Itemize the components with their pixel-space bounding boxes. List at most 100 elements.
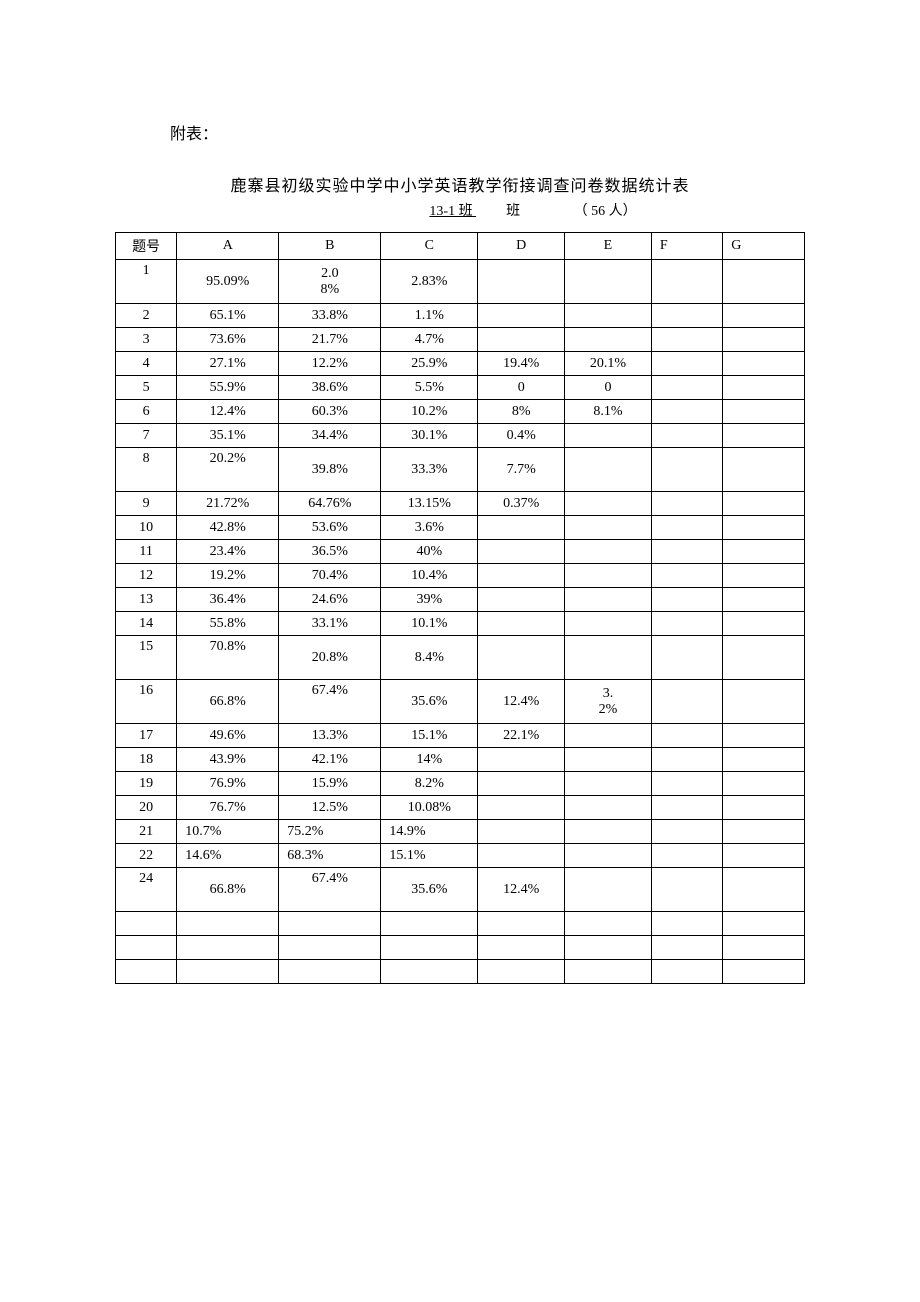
table-cell-a: 66.8% [177,868,279,912]
table-cell-e [565,588,652,612]
table-cell-d: 22.1% [478,724,565,748]
table-cell-e [565,492,652,516]
table-cell-q: 15 [116,636,177,680]
table-cell-b: 67.4% [279,680,381,724]
col-header-question: 题号 [116,233,177,260]
table-cell-e [565,612,652,636]
table-cell-c: 39% [381,588,478,612]
table-cell-c: 15.1% [381,724,478,748]
table-cell-g [723,844,805,868]
table-cell-e [565,868,652,912]
class-name: 13-1 班 [423,204,482,219]
table-cell-g [723,912,805,936]
table-cell-b: 42.1% [279,748,381,772]
table-cell-f [651,724,722,748]
table-cell-c: 10.4% [381,564,478,588]
table-cell-e [565,772,652,796]
table-cell-d [478,960,565,984]
table-cell-d [478,772,565,796]
table-cell-g [723,680,805,724]
table-row [116,912,805,936]
table-cell-g [723,868,805,912]
table-cell-b: 68.3% [279,844,381,868]
table-cell-q: 19 [116,772,177,796]
table-row: 1042.8%53.6%3.6% [116,516,805,540]
table-cell-q: 1 [116,260,177,304]
table-row: 2110.7%75.2%14.9% [116,820,805,844]
table-cell-q: 11 [116,540,177,564]
table-cell-g [723,352,805,376]
table-cell-f [651,820,722,844]
table-cell-d: 19.4% [478,352,565,376]
table-cell-g [723,748,805,772]
table-cell-c: 8.4% [381,636,478,680]
table-cell-a [177,936,279,960]
table-cell-f [651,912,722,936]
table-cell-c: 1.1% [381,304,478,328]
document-title: 鹿寨县初级实验中学中小学英语教学衔接调查问卷数据统计表 [115,172,805,196]
table-row: 1666.8%67.4%35.6%12.4%3.2% [116,680,805,724]
table-row [116,936,805,960]
table-row: 921.72%64.76%13.15%0.37% [116,492,805,516]
table-cell-q: 20 [116,796,177,820]
table-cell-c: 4.7% [381,328,478,352]
table-cell-a: 21.72% [177,492,279,516]
table-cell-b: 38.6% [279,376,381,400]
table-cell-f [651,540,722,564]
table-row: 735.1%34.4%30.1%0.4% [116,424,805,448]
table-cell-a: 27.1% [177,352,279,376]
table-cell-e [565,936,652,960]
table-cell-f [651,796,722,820]
col-header-d: D [478,233,565,260]
table-cell-b: 12.2% [279,352,381,376]
table-cell-g [723,448,805,492]
table-cell-b: 64.76% [279,492,381,516]
table-cell-e [565,912,652,936]
table-cell-e [565,844,652,868]
table-cell-f [651,260,722,304]
table-cell-a: 12.4% [177,400,279,424]
col-header-c: C [381,233,478,260]
table-cell-a: 42.8% [177,516,279,540]
table-cell-e [565,796,652,820]
table-cell-c: 8.2% [381,772,478,796]
table-cell-q: 4 [116,352,177,376]
table-cell-f [651,448,722,492]
table-cell-a: 95.09% [177,260,279,304]
table-row: 1455.8%33.1%10.1% [116,612,805,636]
table-cell-b: 39.8% [279,448,381,492]
table-cell-q [116,960,177,984]
table-cell-c: 14% [381,748,478,772]
table-cell-e [565,260,652,304]
table-cell-f [651,516,722,540]
table-cell-a [177,912,279,936]
table-cell-c: 2.83% [381,260,478,304]
table-cell-c: 14.9% [381,820,478,844]
table-cell-c: 5.5% [381,376,478,400]
table-cell-a: 10.7% [177,820,279,844]
table-cell-q: 12 [116,564,177,588]
table-cell-q: 16 [116,680,177,724]
table-cell-e [565,304,652,328]
table-cell-c: 40% [381,540,478,564]
table-cell-q: 7 [116,424,177,448]
table-cell-c: 10.1% [381,612,478,636]
col-header-g: G [723,233,805,260]
table-cell-a: 20.2% [177,448,279,492]
table-cell-a: 36.4% [177,588,279,612]
table-cell-b: 13.3% [279,724,381,748]
table-cell-d: 0 [478,376,565,400]
table-cell-d [478,588,565,612]
table-cell-g [723,328,805,352]
col-header-e: E [565,233,652,260]
table-cell-a [177,960,279,984]
table-cell-e [565,748,652,772]
table-cell-b: 33.1% [279,612,381,636]
table-cell-d [478,636,565,680]
table-cell-b: 36.5% [279,540,381,564]
table-cell-f [651,328,722,352]
table-cell-q [116,912,177,936]
table-cell-d [478,748,565,772]
table-cell-q: 18 [116,748,177,772]
table-row: 427.1%12.2%25.9%19.4%20.1% [116,352,805,376]
